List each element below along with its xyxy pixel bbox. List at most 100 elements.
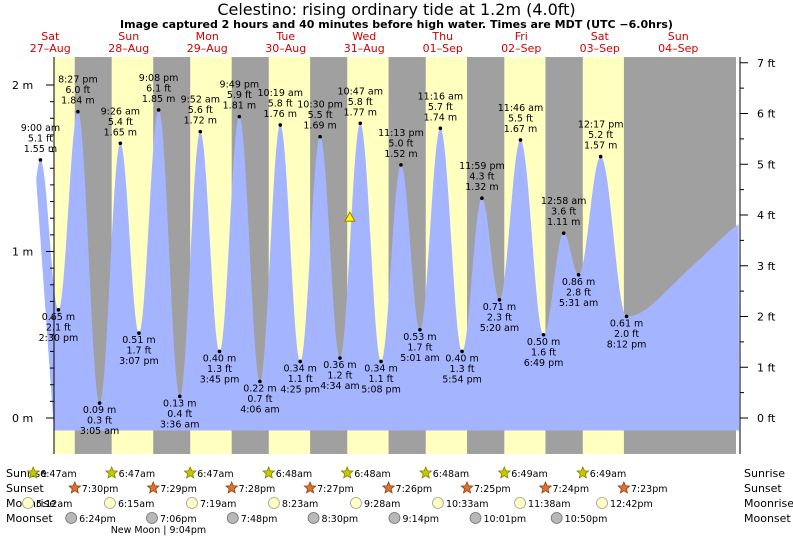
sunrise-row-label-left: Sunrise	[6, 467, 47, 480]
moonset-time: 8:30pm	[322, 514, 359, 525]
sunset-row-label-left: Sunset	[6, 482, 44, 495]
sunset-icon	[538, 480, 553, 494]
low-tide-label: 1.6 ft	[531, 347, 556, 358]
high-tide-label: 9:26 am	[101, 106, 140, 117]
tide-extremes: 9:00 am5.1 ft1.55 m 0.65 m2.1 ft2:30 pm 8:…	[21, 73, 647, 437]
low-tide-label: 0.4 ft	[167, 409, 192, 420]
low-tide-label: 2.3 ft	[487, 312, 512, 323]
low-tide-label: 1.2 ft	[327, 371, 352, 382]
moonrise-time: 8:23am	[282, 499, 318, 510]
tide-point	[318, 134, 322, 139]
moonrise-icon	[22, 497, 34, 509]
tide-point	[518, 138, 523, 142]
moonset-row-label-right: Moonset	[744, 512, 791, 525]
tide-point	[576, 273, 581, 277]
moonrise-time: 12:42pm	[610, 499, 653, 510]
y-tick-label-right: 2 ft	[757, 311, 776, 324]
low-tide-label: 1.7 ft	[126, 346, 151, 357]
high-tide-label: 1.57 m	[584, 141, 617, 152]
low-tide-label: 8:12 pm	[607, 339, 647, 350]
low-tide-label: 1.3 ft	[450, 364, 475, 375]
low-tide-label: 5:54 pm	[442, 374, 482, 385]
tide-point	[56, 307, 61, 312]
high-tide-label: 1.84 m	[61, 96, 94, 107]
sunset-icon	[68, 480, 82, 494]
sunset-row-label-right: Sunset	[744, 482, 782, 495]
high-tide-label: 1.81 m	[223, 101, 256, 112]
high-tide-label: 11:13 pm	[378, 128, 424, 139]
moonset-icon	[65, 512, 78, 524]
moonrise-icon	[350, 497, 362, 509]
sunset-icon	[146, 480, 160, 494]
low-tide-label: 5:20 am	[480, 323, 519, 334]
low-tide-label: 0.53 m	[403, 332, 436, 343]
moonset-time: 6:24pm	[79, 514, 116, 525]
y-tick-label-right: 6 ft	[757, 108, 776, 121]
tide-point	[358, 121, 363, 126]
low-tide-label: 0.65 m	[42, 312, 75, 323]
high-tide-label: 11:59 pm	[459, 161, 505, 172]
high-tide-label: 5.2 ft	[588, 130, 613, 141]
day-date-label: 03–Sep	[580, 42, 620, 55]
tide-point	[97, 401, 102, 405]
high-tide-label: 1.74 m	[424, 112, 457, 123]
low-tide-label: 2:30 pm	[39, 333, 79, 344]
low-tide-label: 0.13 m	[163, 398, 196, 409]
moonrise-icon	[268, 497, 280, 509]
moonset-time: 7:06pm	[160, 514, 197, 525]
sunset-time: 7:25pm	[474, 484, 511, 495]
sunset-icon	[460, 480, 474, 494]
sunset-icon	[381, 480, 396, 494]
high-tide-label: 1.55 m	[24, 144, 57, 155]
low-tide-label: 3:45 pm	[200, 374, 240, 385]
low-tide-label: 0.36 m	[323, 360, 356, 371]
low-tide-label: 4:34 am	[320, 381, 359, 392]
y-tick-label-right: 3 ft	[757, 260, 776, 273]
y-tick-label: 2 m	[12, 79, 33, 92]
moonrise-time: 6:15am	[118, 499, 154, 510]
tide-point	[418, 327, 422, 332]
high-tide-label: 1.85 m	[142, 94, 175, 105]
day-date-label: 31–Aug	[344, 42, 385, 55]
y-axis-metres: 0 m 1 m 2 m	[12, 57, 55, 454]
moonset-icon	[307, 512, 320, 524]
low-tide-label: 0.61 m	[610, 318, 643, 329]
moonrise-time: 11:38am	[528, 499, 570, 510]
low-tide-label: 0.09 m	[83, 405, 116, 416]
sunrise-time: 6:49am	[511, 469, 547, 480]
tide-point	[480, 196, 484, 201]
low-tide-label: 0.51 m	[122, 335, 155, 346]
current-tide-triangle	[344, 211, 356, 222]
high-tide-label: 6.1 ft	[146, 83, 171, 94]
high-tide-label: 1.77 m	[344, 107, 377, 118]
moonset-icon	[388, 512, 401, 524]
low-tide-label: 0.34 m	[283, 363, 316, 374]
y-tick-label-right: 4 ft	[757, 209, 776, 222]
tide-point	[76, 109, 80, 114]
tide-point	[598, 154, 603, 159]
moonset-time: 9:14pm	[402, 514, 439, 525]
low-tide-label: 3:05 am	[80, 426, 119, 437]
moonset-icon	[226, 512, 239, 524]
sunrise-icon	[261, 465, 276, 479]
low-tide-label: 6:49 pm	[524, 358, 564, 369]
low-tide-label: 0.40 m	[203, 353, 236, 364]
high-tide-label: 12:58 am	[541, 196, 586, 207]
low-tide-label: 5:08 pm	[361, 384, 401, 395]
tide-point	[237, 114, 242, 119]
sunrise-time: 6:47am	[40, 469, 76, 480]
chart-title: Celestino: rising ordinary tide at 1.2m …	[217, 0, 576, 19]
sunset-time: 7:23pm	[631, 484, 668, 495]
day-date-label: 28–Aug	[108, 42, 149, 55]
sunrise-time: 6:48am	[354, 469, 390, 480]
new-moon-label: New Moon | 9:04pm	[111, 525, 206, 536]
day-date-label: 30–Aug	[265, 42, 306, 55]
high-tide-label: 6.0 ft	[65, 85, 90, 96]
sunrise-icon	[105, 465, 119, 479]
tide-point	[541, 332, 546, 337]
tide-point	[198, 129, 203, 134]
sunset-time: 7:29pm	[160, 484, 197, 495]
astronomy-rows: SunriseSunriseSunsetSunsetMoonriseMoonri…	[6, 465, 793, 536]
y-axis-feet: 0 ft 1 ft 2 ft 3 ft 4 ft 5 ft 6 ft 7 ft	[739, 57, 776, 454]
